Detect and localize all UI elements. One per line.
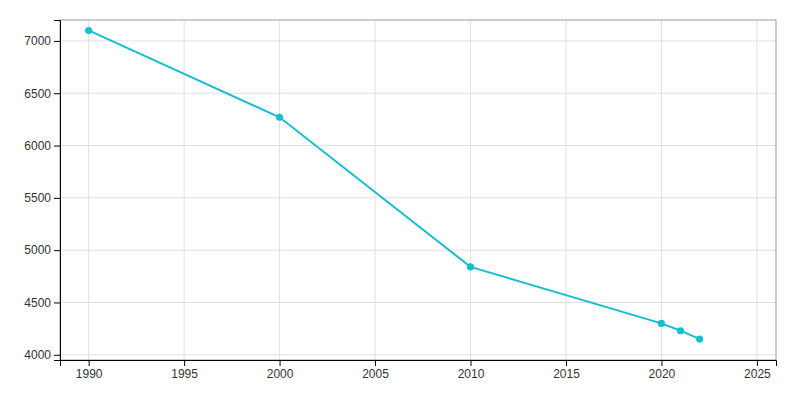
tick-mark	[184, 360, 185, 366]
grid-line	[756, 20, 757, 360]
tick: 2010	[458, 360, 485, 381]
tick-mark	[375, 360, 376, 366]
tick-mark	[54, 41, 60, 42]
tick-label: 2025	[744, 367, 771, 381]
point	[677, 327, 684, 334]
tick: 2000	[267, 360, 294, 381]
grid-line	[60, 354, 776, 355]
tick: 4000	[24, 348, 60, 362]
x-axis: 1990 1995 2000 2005 2010 2015 2020 2025	[61, 360, 777, 381]
point	[467, 263, 474, 270]
tick-label: 5000	[24, 243, 51, 257]
tick-label: 5500	[24, 191, 51, 205]
tick: 1995	[171, 360, 198, 381]
grid-line	[60, 145, 776, 146]
plot-frame	[60, 20, 776, 360]
tick-label: 4000	[24, 348, 51, 362]
tick-label: 6000	[24, 139, 51, 153]
tick-mark	[54, 250, 60, 251]
tick: 5500	[24, 191, 60, 205]
grid-line	[279, 20, 280, 360]
grid-line	[60, 40, 776, 41]
tick-label: 7000	[24, 34, 51, 48]
plot: 1990 1995 2000 2005 2010 2015 2020 2025 4000 4500…	[24, 20, 776, 381]
tick-label: 1990	[76, 367, 103, 381]
tick-label: 2020	[649, 367, 676, 381]
axis-line	[54, 21, 61, 361]
tick-mark	[54, 198, 60, 199]
tick: 2015	[553, 360, 580, 381]
tick-label: 1995	[171, 367, 198, 381]
series	[85, 27, 703, 343]
tick-label: 4500	[24, 296, 51, 310]
line	[89, 30, 700, 339]
tick: 1990	[76, 360, 103, 381]
tick: 2020	[649, 360, 676, 381]
tick-mark	[54, 355, 60, 356]
tick-label: 2015	[553, 367, 580, 381]
tick-mark	[54, 146, 60, 147]
tick: 7000	[24, 34, 60, 48]
point	[658, 320, 665, 327]
grid-line	[60, 250, 776, 251]
tick-mark	[54, 93, 60, 94]
tick-label: 2000	[267, 367, 294, 381]
tick: 2025	[744, 360, 771, 381]
chart: 1990 1995 2000 2005 2010 2015 2020 2025 4000 4500…	[0, 0, 800, 400]
grid	[60, 20, 776, 360]
grid-line	[60, 197, 776, 198]
grid-line	[565, 20, 566, 360]
tick-label: 2010	[458, 367, 485, 381]
axis-line	[61, 361, 777, 367]
tick-label: 2005	[362, 367, 389, 381]
tick-mark	[661, 360, 662, 366]
point	[276, 114, 283, 121]
tick-mark	[89, 360, 90, 366]
tick-label: 6500	[24, 87, 51, 101]
tick-mark	[280, 360, 281, 366]
point	[85, 27, 92, 34]
tick: 2005	[362, 360, 389, 381]
grid-line	[184, 20, 185, 360]
grid-line	[375, 20, 376, 360]
tick-mark	[757, 360, 758, 366]
tick-mark	[566, 360, 567, 366]
point	[696, 336, 703, 343]
tick: 6500	[24, 87, 60, 101]
y-axis: 4000 4500 5000 5500 6000 6500 7000	[24, 21, 60, 363]
tick: 6000	[24, 139, 60, 153]
grid-line	[88, 20, 89, 360]
grid-line	[60, 93, 776, 94]
tick: 4500	[24, 296, 60, 310]
grid-line	[60, 302, 776, 303]
tick-mark	[54, 302, 60, 303]
grid-line	[470, 20, 471, 360]
grid-line	[661, 20, 662, 360]
tick-mark	[471, 360, 472, 366]
tick: 5000	[24, 243, 60, 257]
